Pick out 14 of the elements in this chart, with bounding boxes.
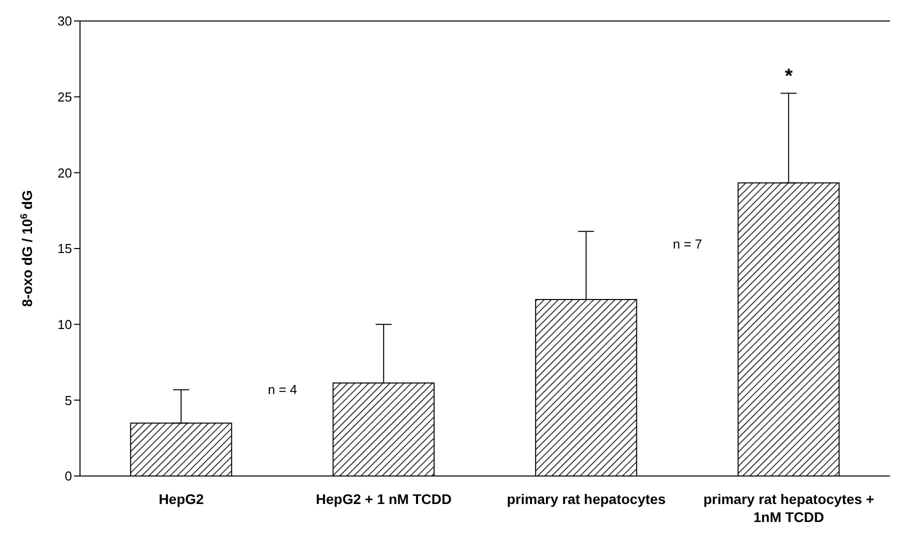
x-tick-label: primary rat hepatocytes <box>506 490 666 507</box>
x-tick-label: primary rat hepatocytes + 1nM TCDD <box>703 490 874 525</box>
y-tick-label: 10 <box>58 316 72 332</box>
y-tick-label: 15 <box>58 241 72 256</box>
x-tick-label: HepG2 + 1 nM TCDD <box>316 490 452 507</box>
annotation: * <box>784 65 793 88</box>
annotation: n = 4 <box>268 382 298 398</box>
y-tick-label: 25 <box>58 89 72 104</box>
y-tick-label: 20 <box>58 165 72 180</box>
annotation: n = 7 <box>672 236 702 252</box>
y-tick-label: 0 <box>64 468 72 484</box>
y-tick-label: 30 <box>58 14 72 29</box>
y-tick-label: 5 <box>64 392 72 408</box>
x-tick-label: HepG2 <box>158 490 204 507</box>
